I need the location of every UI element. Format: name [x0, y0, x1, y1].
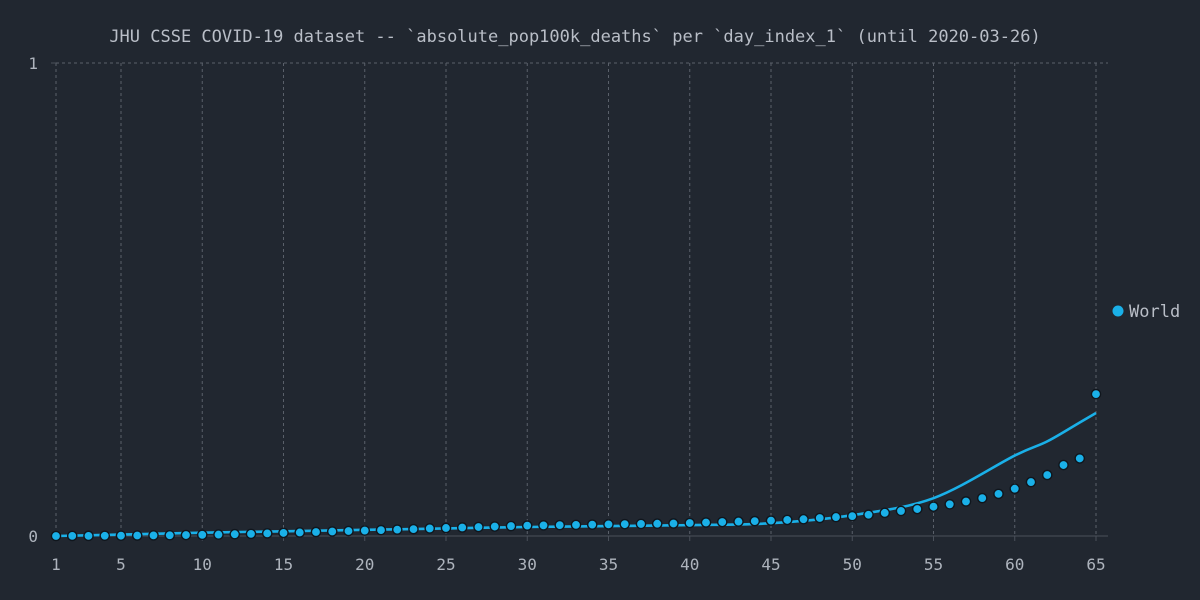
data-point[interactable] — [733, 516, 744, 527]
data-point[interactable] — [814, 512, 826, 524]
data-point[interactable] — [245, 528, 257, 540]
data-point[interactable] — [66, 530, 78, 542]
data-point[interactable] — [1041, 469, 1053, 481]
data-point[interactable] — [343, 525, 354, 537]
data-point[interactable] — [278, 527, 289, 539]
data-point[interactable] — [879, 507, 891, 519]
data-point[interactable] — [960, 496, 972, 507]
data-point[interactable] — [115, 530, 127, 541]
data-point[interactable] — [99, 530, 111, 542]
data-point[interactable] — [830, 511, 842, 523]
data-point[interactable] — [1009, 483, 1021, 495]
legend[interactable]: World — [1112, 302, 1181, 322]
x-tick-label: 45 — [761, 555, 780, 574]
x-tick-label: 60 — [1005, 555, 1024, 574]
data-point[interactable] — [489, 521, 501, 532]
data-point[interactable] — [391, 524, 403, 535]
data-point[interactable] — [326, 526, 338, 537]
data-point[interactable] — [1058, 459, 1069, 471]
data-point[interactable] — [798, 513, 809, 525]
data-point[interactable] — [635, 518, 647, 530]
data-point[interactable] — [570, 519, 582, 531]
data-point[interactable] — [473, 521, 484, 533]
x-tick-label: 10 — [193, 555, 212, 574]
grid-layer — [55, 62, 1108, 536]
data-point[interactable] — [993, 488, 1004, 500]
trend-layer — [55, 411, 1097, 538]
data-point[interactable] — [50, 530, 62, 542]
data-point[interactable] — [716, 516, 728, 528]
data-point[interactable] — [586, 519, 598, 530]
x-tick-label: 15 — [274, 555, 293, 574]
data-point[interactable] — [749, 515, 761, 527]
data-point[interactable] — [148, 530, 159, 541]
data-point[interactable] — [294, 527, 306, 538]
x-tick-label: 30 — [518, 555, 537, 574]
y-tick-label: 1 — [28, 54, 38, 73]
data-point[interactable] — [846, 510, 858, 522]
data-point[interactable] — [424, 523, 436, 534]
data-point[interactable] — [668, 518, 679, 529]
legend-label: World — [1129, 302, 1180, 322]
data-point[interactable] — [229, 528, 241, 540]
data-point[interactable] — [213, 529, 224, 540]
data-point[interactable] — [651, 518, 663, 530]
data-point[interactable] — [310, 526, 322, 538]
data-point[interactable] — [521, 520, 533, 531]
data-point[interactable] — [1025, 476, 1037, 488]
data-point[interactable] — [976, 492, 988, 504]
x-tick-label: 65 — [1086, 555, 1105, 574]
data-point-layer — [50, 388, 1102, 542]
data-point[interactable] — [261, 528, 273, 539]
data-point[interactable] — [603, 519, 614, 530]
data-point[interactable] — [895, 505, 907, 517]
data-point[interactable] — [765, 515, 777, 526]
data-point[interactable] — [538, 520, 549, 531]
x-tick-label: 25 — [436, 555, 455, 574]
data-point[interactable] — [131, 530, 143, 541]
legend-marker — [1112, 305, 1124, 317]
data-point[interactable] — [863, 509, 874, 521]
data-point[interactable] — [684, 517, 696, 529]
data-point[interactable] — [456, 522, 468, 533]
data-point[interactable] — [505, 520, 517, 532]
y-tick-label: 0 — [28, 527, 38, 546]
x-tick-label: 5 — [116, 555, 126, 574]
x-tick-label: 35 — [599, 555, 618, 574]
data-point[interactable] — [196, 529, 208, 541]
chart-title: JHU CSSE COVID-19 dataset -- `absolute_p… — [109, 27, 1040, 47]
data-point[interactable] — [164, 529, 176, 541]
data-point[interactable] — [928, 501, 939, 512]
data-point[interactable] — [944, 499, 956, 510]
x-tick-label: 1 — [51, 555, 61, 574]
data-point[interactable] — [1074, 453, 1086, 464]
data-point[interactable] — [180, 529, 192, 541]
data-point[interactable] — [619, 518, 631, 530]
data-point[interactable] — [700, 517, 712, 528]
data-point[interactable] — [554, 519, 566, 531]
x-tick-label: 55 — [924, 555, 943, 574]
x-tick-label: 50 — [843, 555, 862, 574]
x-tick-label: 20 — [355, 555, 374, 574]
data-point[interactable] — [440, 522, 452, 534]
data-point[interactable] — [1090, 388, 1102, 400]
data-point[interactable] — [375, 524, 387, 536]
data-point[interactable] — [911, 503, 923, 515]
data-point[interactable] — [781, 514, 793, 526]
data-point[interactable] — [83, 530, 94, 542]
trend-line — [55, 411, 1097, 538]
data-point[interactable] — [408, 523, 419, 535]
data-point[interactable] — [359, 525, 371, 536]
x-tick-label: 40 — [680, 555, 699, 574]
